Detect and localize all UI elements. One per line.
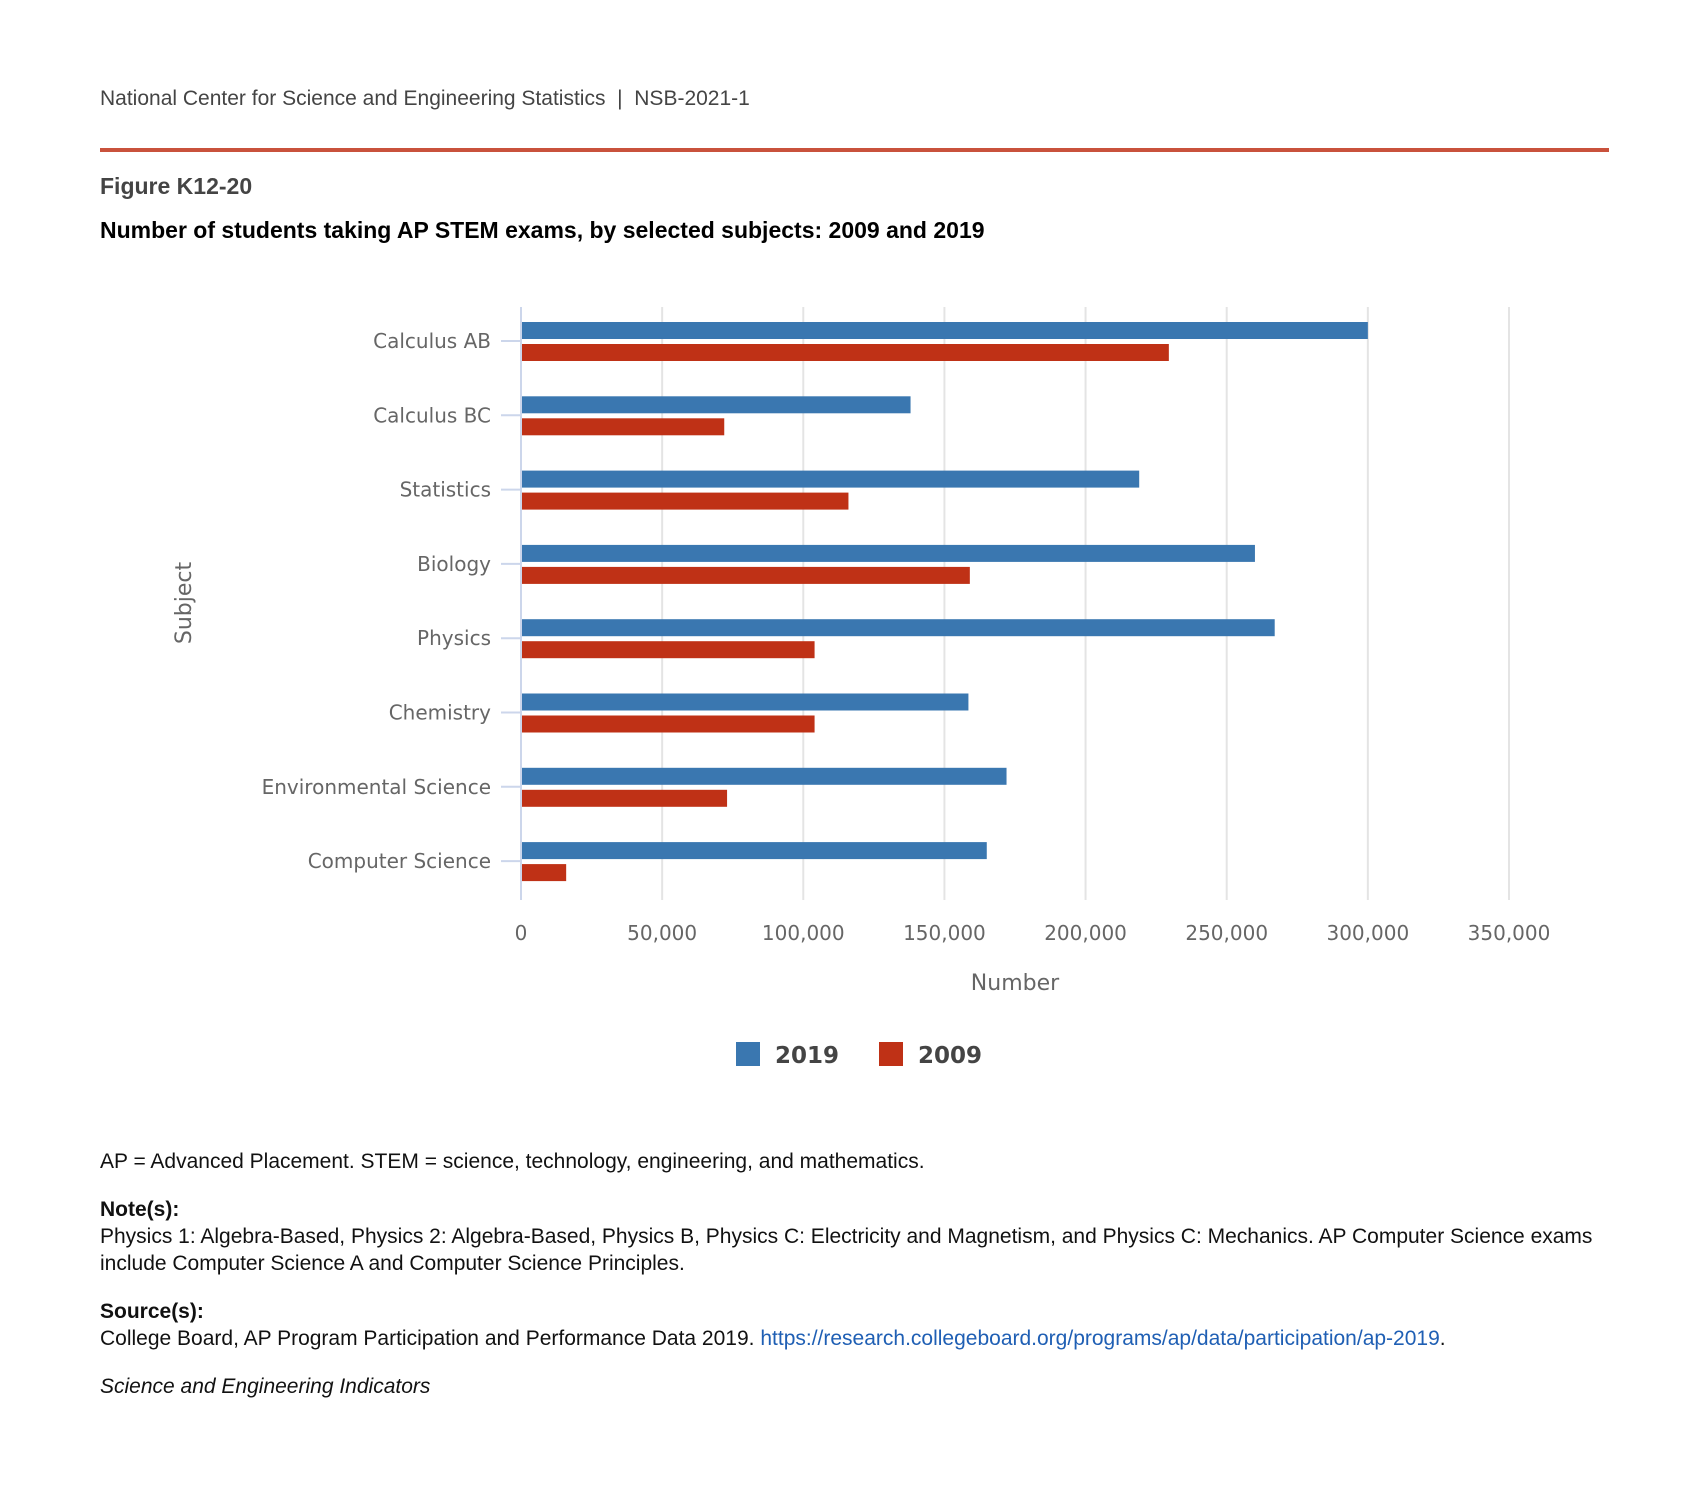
bar-2009	[522, 418, 725, 436]
source-text: College Board, AP Program Participation …	[100, 1327, 755, 1350]
report-id: NSB-2021-1	[634, 87, 750, 110]
y-tick-label: Calculus AB	[373, 329, 491, 353]
notes-text: Physics 1: Algebra-Based, Physics 2: Alg…	[100, 1225, 1593, 1275]
source-link[interactable]: https://research.collegeboard.org/progra…	[760, 1327, 1440, 1350]
bar-2009	[522, 864, 567, 882]
source-heading: Source(s):	[100, 1300, 204, 1323]
abbreviations-note: AP = Advanced Placement. STEM = science,…	[100, 1150, 925, 1173]
chart-title: Number of students taking AP STEM exams,…	[100, 217, 985, 243]
bar-2019	[522, 619, 1275, 637]
y-tick-label: Biology	[417, 552, 491, 576]
header: National Center for Science and Engineer…	[100, 87, 750, 111]
source-line: College Board, AP Program Participation …	[100, 1325, 1620, 1352]
x-axis-label: Number	[971, 971, 1060, 996]
notes-heading: Note(s):	[100, 1198, 180, 1221]
org-name: National Center for Science and Engineer…	[100, 87, 606, 110]
bar-2019	[522, 322, 1368, 339]
x-tick-label: 50,000	[627, 921, 697, 945]
legend-swatch-2019	[736, 1042, 760, 1066]
legend-swatch-2009	[879, 1042, 903, 1066]
bar-2009	[522, 789, 728, 807]
bar-2009	[522, 641, 815, 659]
x-tick-label: 150,000	[903, 921, 986, 945]
legend-label-2009: 2009	[918, 1043, 982, 1069]
chart: 0 50,000 100,000 150,000 200,000 250,000 300,0…	[172, 307, 1551, 1069]
publication-name: Science and Engineering Indicators	[100, 1375, 431, 1398]
bar-2019	[522, 693, 969, 711]
y-tick-label: Environmental Science	[262, 775, 491, 799]
y-tick-label: Statistics	[400, 478, 491, 502]
x-tick-label: 250,000	[1185, 921, 1268, 945]
y-tick-label: Physics	[417, 626, 491, 650]
figure-label: Figure K12-20	[100, 173, 253, 199]
header-rule	[100, 148, 1609, 152]
legend-label-2019: 2019	[775, 1043, 839, 1069]
bar-2009	[522, 566, 970, 584]
x-tick-label: 300,000	[1326, 921, 1409, 945]
bar-2009	[522, 492, 849, 510]
x-tick-label: 0	[515, 921, 528, 945]
header-separator: |	[617, 87, 623, 110]
bar-2019	[522, 396, 911, 414]
bar-2019	[522, 842, 987, 860]
bar-2019	[522, 544, 1255, 562]
x-tick-label: 100,000	[762, 921, 845, 945]
bar-2009	[522, 344, 1169, 361]
source-end: .	[1439, 1327, 1446, 1350]
y-tick-label: Calculus BC	[373, 403, 491, 427]
x-tick-label: 350,000	[1468, 921, 1551, 945]
x-tick-label: 200,000	[1044, 921, 1127, 945]
bar-2019	[522, 470, 1140, 488]
y-tick-label: Computer Science	[308, 849, 491, 873]
bar-2019	[522, 767, 1007, 785]
y-axis-label: Subject	[172, 562, 197, 645]
bar-2009	[522, 715, 815, 733]
y-tick-label: Chemistry	[389, 701, 491, 725]
